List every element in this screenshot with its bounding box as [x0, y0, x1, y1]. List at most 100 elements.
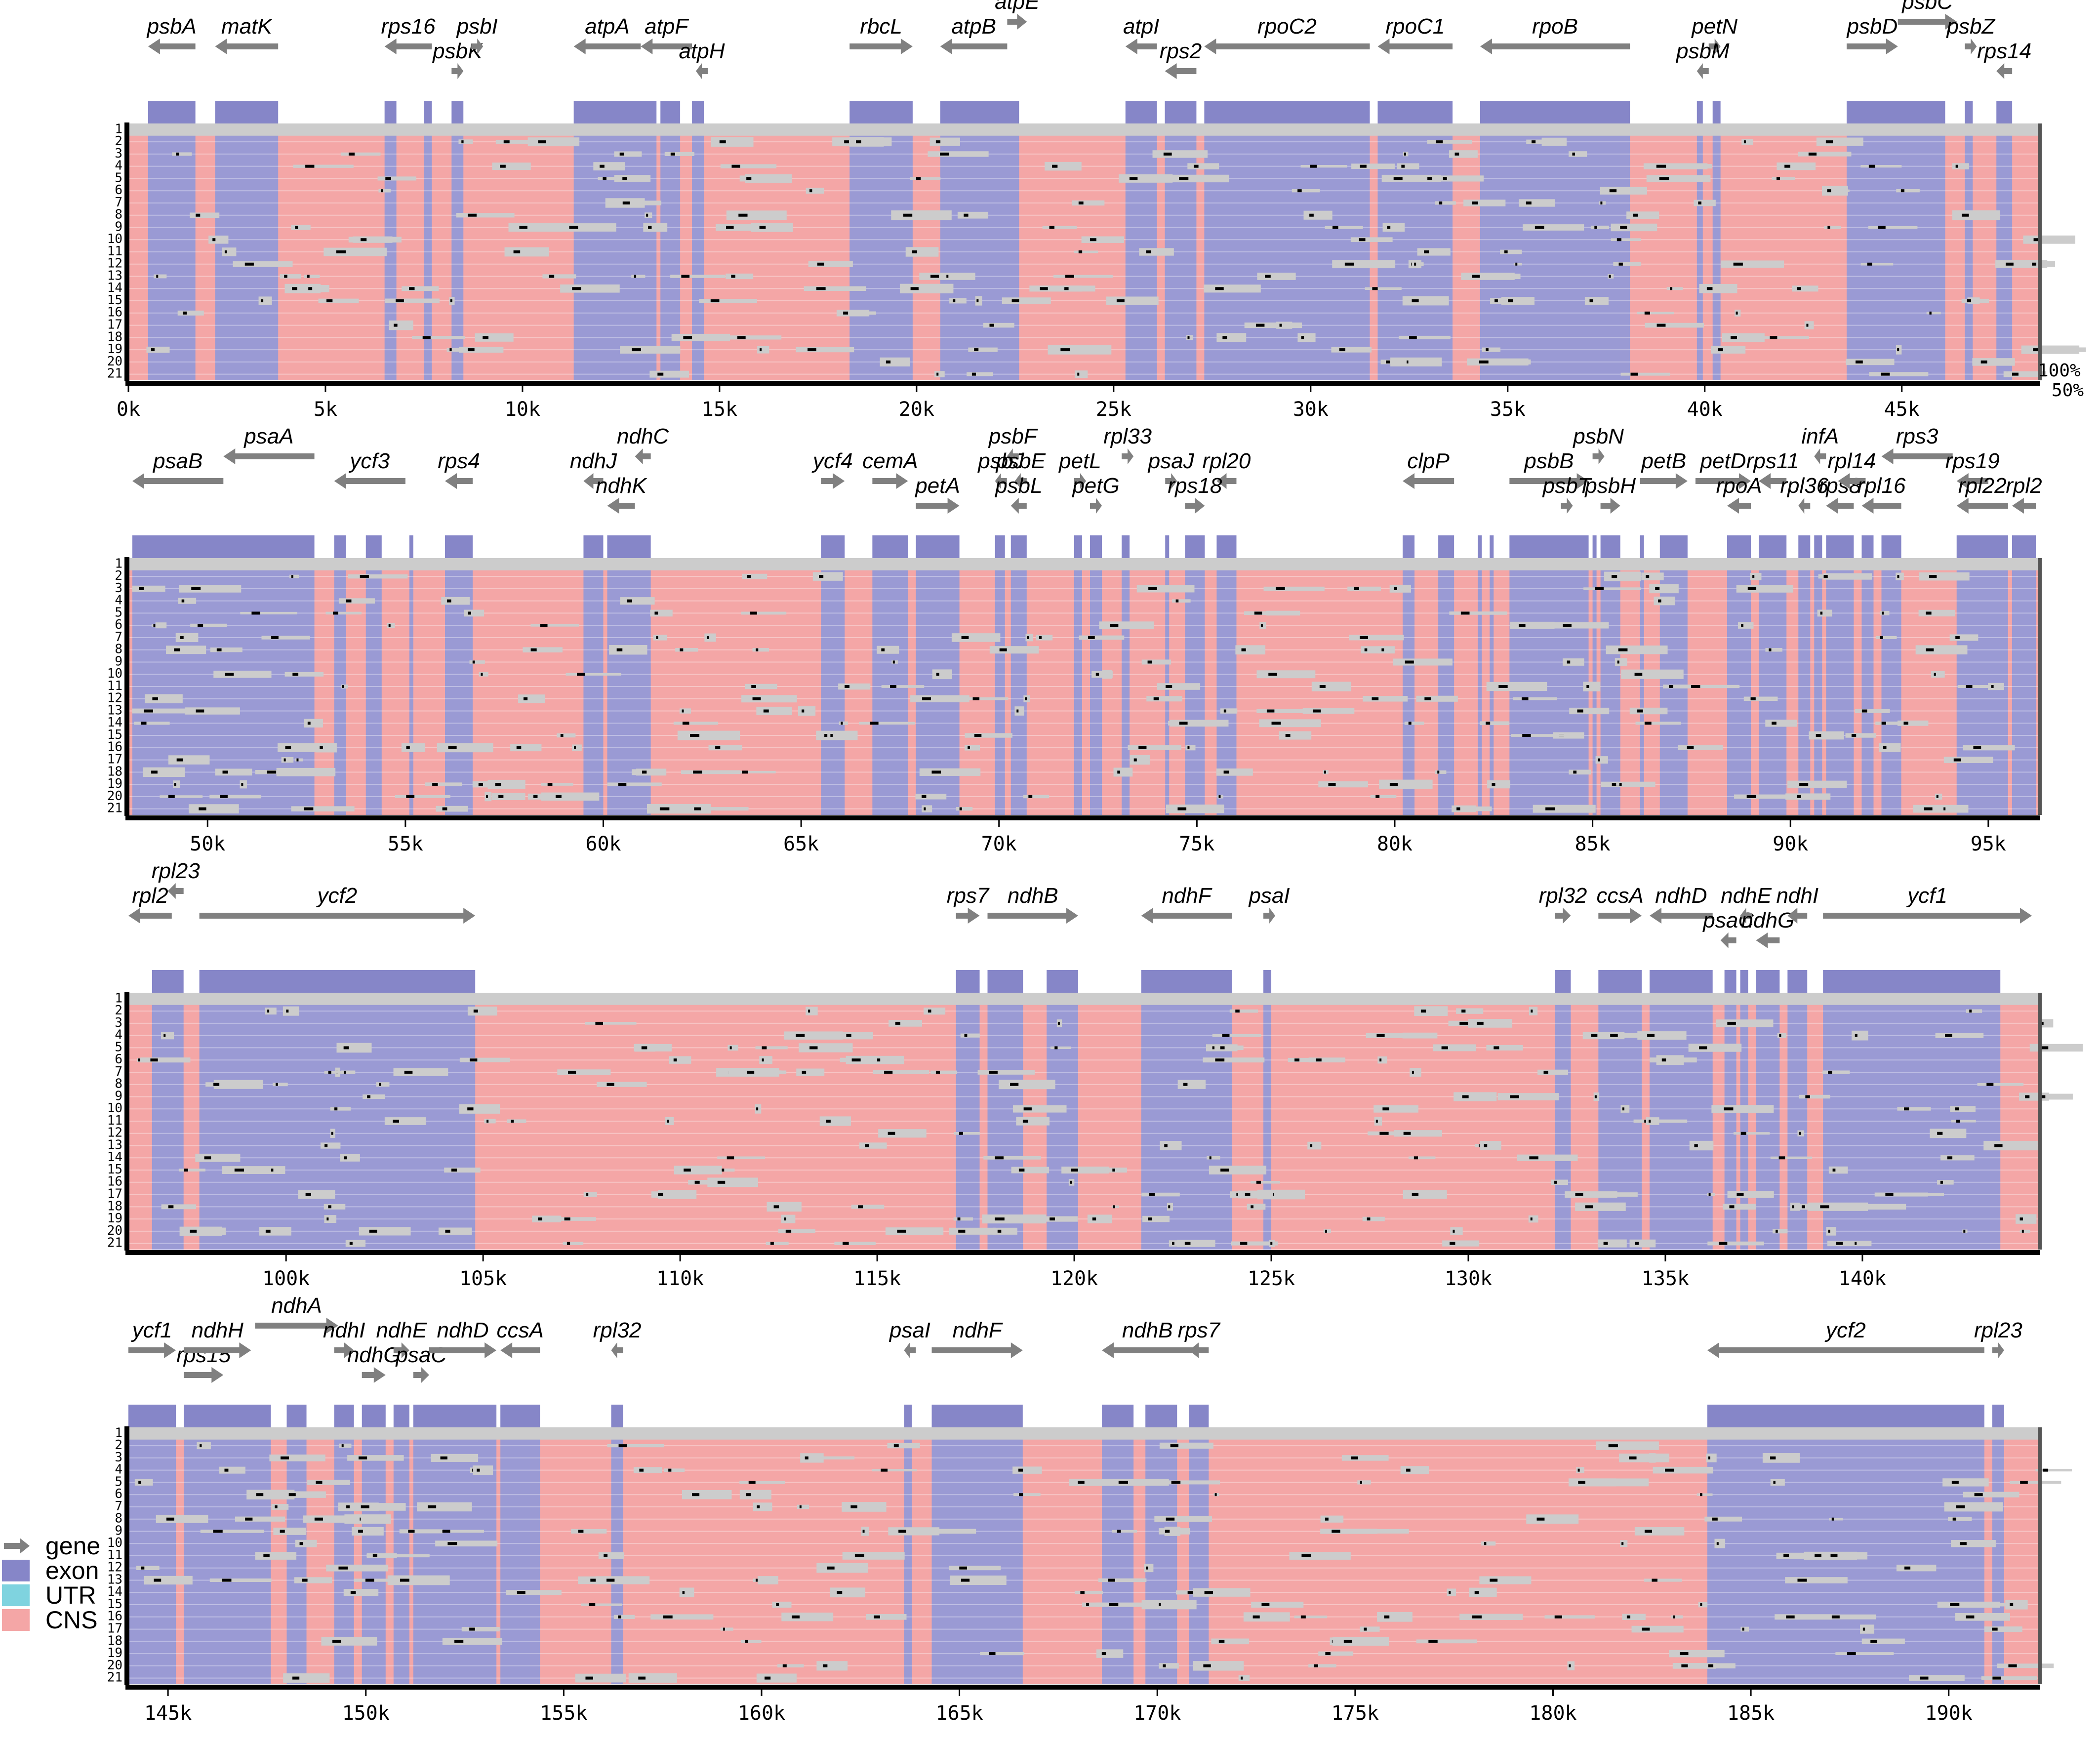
divergence-peak	[328, 1205, 331, 1209]
divergence-peak	[530, 648, 537, 651]
divergence-peak	[360, 575, 369, 578]
divergence-peak	[1172, 1242, 1174, 1245]
divergence-peak	[1733, 262, 1743, 266]
divergence-peak	[874, 1615, 880, 1618]
divergence-region	[1482, 347, 1501, 352]
divergence-peak	[995, 1156, 1004, 1160]
divergence-peak	[2012, 372, 2019, 376]
divergence-peak	[893, 1444, 899, 1448]
divergence-peak	[408, 1530, 415, 1533]
gene-label-ndhC: ndhC	[617, 424, 669, 448]
divergence-peak	[1065, 275, 1074, 278]
divergence-region	[751, 223, 793, 232]
divergence-region	[1012, 1466, 1042, 1474]
divergence-peak	[1575, 1193, 1583, 1196]
divergence-region	[565, 673, 621, 676]
divergence-region	[272, 1083, 288, 1087]
divergence-peak	[1472, 201, 1478, 204]
gene-label-psaC: psaC	[395, 1343, 447, 1367]
divergence-peak	[1649, 1120, 1651, 1123]
divergence-region	[1141, 659, 1171, 665]
row-label: 14	[107, 1150, 122, 1165]
divergence-region	[1036, 635, 1053, 641]
x-tick-label: 40k	[1687, 398, 1723, 421]
divergence-peak	[590, 1578, 600, 1582]
row-label: 2	[115, 1003, 122, 1018]
divergence-peak	[1203, 1664, 1211, 1667]
divergence-region	[1308, 1057, 1346, 1063]
gene-arrow-ndhE	[393, 1342, 409, 1358]
divergence-region	[1276, 322, 1292, 329]
divergence-peak	[1164, 1144, 1168, 1147]
row-label: 21	[107, 366, 122, 381]
exon-band	[1600, 558, 1620, 815]
divergence-region	[1526, 1514, 1579, 1524]
divergence-region	[1467, 806, 1492, 811]
legend-exon-label: exon	[45, 1557, 99, 1584]
divergence-region	[1644, 1578, 1682, 1582]
divergence-region	[1302, 708, 1355, 714]
divergence-region	[185, 707, 240, 715]
divergence-region	[145, 694, 183, 704]
divergence-region	[919, 768, 981, 776]
divergence-peak	[1494, 299, 1498, 303]
divergence-peak	[481, 673, 483, 676]
divergence-region	[1169, 1240, 1185, 1247]
divergence-region	[1235, 645, 1266, 655]
divergence-peak	[511, 1120, 514, 1123]
gene-label-petN: petN	[1691, 14, 1737, 39]
divergence-region	[796, 1068, 825, 1076]
exon-band	[1881, 558, 1901, 815]
divergence-region	[1584, 297, 1609, 305]
divergence-region	[181, 1227, 226, 1235]
divergence-region	[487, 779, 525, 789]
divergence-peak	[156, 275, 159, 278]
divergence-region	[633, 1467, 662, 1473]
divergence-peak	[1620, 226, 1627, 229]
divergence-region	[1469, 1587, 1497, 1597]
divergence-peak	[1656, 324, 1666, 327]
divergence-peak	[406, 746, 410, 749]
divergence-region	[240, 611, 297, 614]
exon-box	[286, 1405, 307, 1428]
divergence-region	[1897, 720, 1929, 726]
divergence-region	[753, 1578, 767, 1582]
divergence-peak	[770, 1242, 774, 1245]
divergence-region	[195, 1153, 241, 1162]
divergence-peak	[1133, 758, 1137, 762]
divergence-region	[1942, 1478, 1989, 1487]
divergence-region	[851, 1205, 885, 1209]
divergence-peak	[292, 673, 299, 676]
divergence-peak	[1439, 201, 1443, 204]
divergence-peak	[1778, 1156, 1785, 1160]
divergence-region	[1012, 1105, 1067, 1113]
divergence-region	[781, 1214, 796, 1223]
divergence-peak	[1276, 587, 1285, 590]
gene-arrow-rps7	[1189, 1342, 1209, 1358]
divergence-region	[1940, 1155, 1975, 1161]
divergence-peak	[1897, 575, 1899, 578]
divergence-region	[739, 175, 773, 182]
divergence-peak	[1049, 226, 1054, 229]
divergence-peak	[151, 770, 158, 774]
row-label: 17	[107, 752, 122, 767]
divergence-peak	[1270, 1242, 1273, 1245]
divergence-peak	[304, 807, 314, 810]
divergence-region	[772, 1601, 792, 1608]
divergence-region	[155, 622, 167, 629]
divergence-region	[1820, 1614, 1876, 1619]
divergence-region	[1096, 1602, 1159, 1607]
divergence-region	[1689, 1140, 1714, 1151]
exon-box	[1956, 535, 2008, 559]
divergence-peak	[1831, 1615, 1840, 1618]
gene-arrow-psbH	[1600, 498, 1620, 514]
divergence-peak	[2033, 238, 2042, 242]
divergence-peak	[1945, 1034, 1952, 1037]
divergence-region	[745, 684, 777, 689]
divergence-region	[347, 1455, 404, 1461]
divergence-peak	[682, 709, 684, 713]
divergence-region	[1073, 250, 1098, 253]
divergence-peak	[2020, 1481, 2028, 1484]
divergence-peak	[284, 275, 287, 278]
divergence-peak	[263, 1554, 270, 1557]
